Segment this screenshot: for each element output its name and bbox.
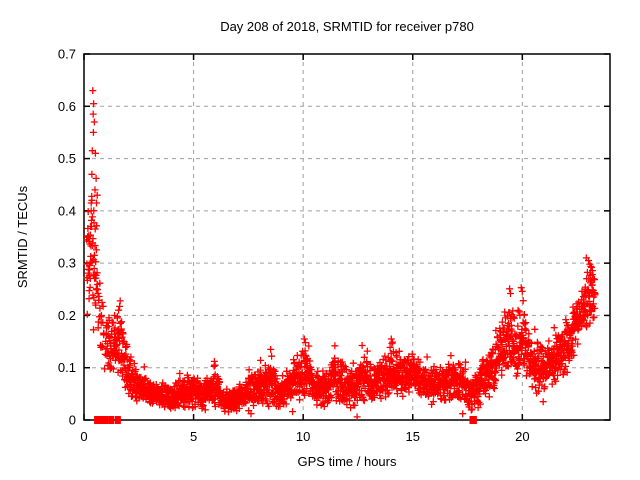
zero-value-cluster xyxy=(102,416,109,424)
zero-value-cluster xyxy=(94,416,105,424)
plot-border xyxy=(83,53,611,421)
x-tick-label: 20 xyxy=(515,429,529,444)
zero-value-cluster xyxy=(114,416,121,424)
y-tick-label: 0 xyxy=(69,413,76,428)
y-tick-label: 0.7 xyxy=(58,47,76,62)
zero-value-cluster xyxy=(469,416,477,424)
scatter-points xyxy=(83,87,599,421)
y-tick-label: 0.1 xyxy=(58,360,76,375)
x-tick-label: 10 xyxy=(296,429,310,444)
y-tick-label: 0.4 xyxy=(58,203,76,218)
y-tick-label: 0.6 xyxy=(58,99,76,114)
x-tick-label: 0 xyxy=(80,429,87,444)
y-tick-label: 0.2 xyxy=(58,308,76,323)
y-tick-label: 0.5 xyxy=(58,151,76,166)
y-tick-label: 0.3 xyxy=(58,256,76,271)
x-axis-label: GPS time / hours xyxy=(297,454,397,469)
x-tick-label: 5 xyxy=(190,429,197,444)
chart-title: Day 208 of 2018, SRMTID for receiver p78… xyxy=(220,19,474,34)
x-tick-label: 15 xyxy=(406,429,420,444)
zero-value-cluster xyxy=(108,416,115,424)
